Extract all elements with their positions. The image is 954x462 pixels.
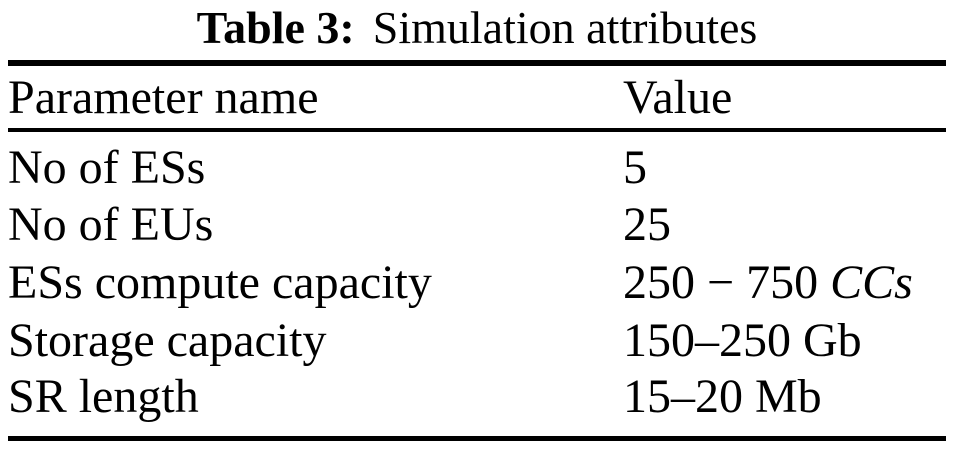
table-row: No of EUs 25 [8,195,946,253]
value-cell: 150–250 Gb [623,311,946,369]
value-text: 250 − 750 [623,255,831,309]
value-text: 25 [623,197,671,251]
value-text: 15–20 Mb [623,370,822,423]
value-cell: 25 [623,195,946,253]
table-row: No of ESs 5 [8,130,946,195]
parameter-cell: No of ESs [8,141,206,194]
column-header-parameter: Parameter name [8,63,623,132]
parameter-cell: No of EUs [8,197,214,251]
value-unit-italic: CCs [830,255,913,309]
table-caption-label: Table 3: [196,2,355,53]
table-header: Parameter name Value [8,63,946,132]
simulation-attributes-table: Parameter name Value No of ESs 5 No of E… [8,60,946,441]
table-row: SR length 15–20 Mb [8,369,946,439]
value-text: 150–250 Gb [623,313,862,367]
value-text: 5 [623,141,647,194]
parameter-cell: Storage capacity [8,313,327,367]
value-cell: 250 − 750 CCs [623,253,946,311]
table-caption: Table 3: Simulation attributes [0,2,954,54]
parameter-cell: ESs compute capacity [8,255,432,309]
column-header-value: Value [623,63,946,132]
parameter-cell: SR length [8,370,199,423]
table-body: No of ESs 5 No of EUs 25 ESs compute cap… [8,130,946,439]
header-row: Parameter name Value [8,63,946,132]
table-row: ESs compute capacity 250 − 750 CCs [8,253,946,311]
table-caption-title: Simulation attributes [372,2,758,53]
value-cell: 15–20 Mb [623,369,946,439]
table-row: Storage capacity 150–250 Gb [8,311,946,369]
value-cell: 5 [623,130,946,195]
